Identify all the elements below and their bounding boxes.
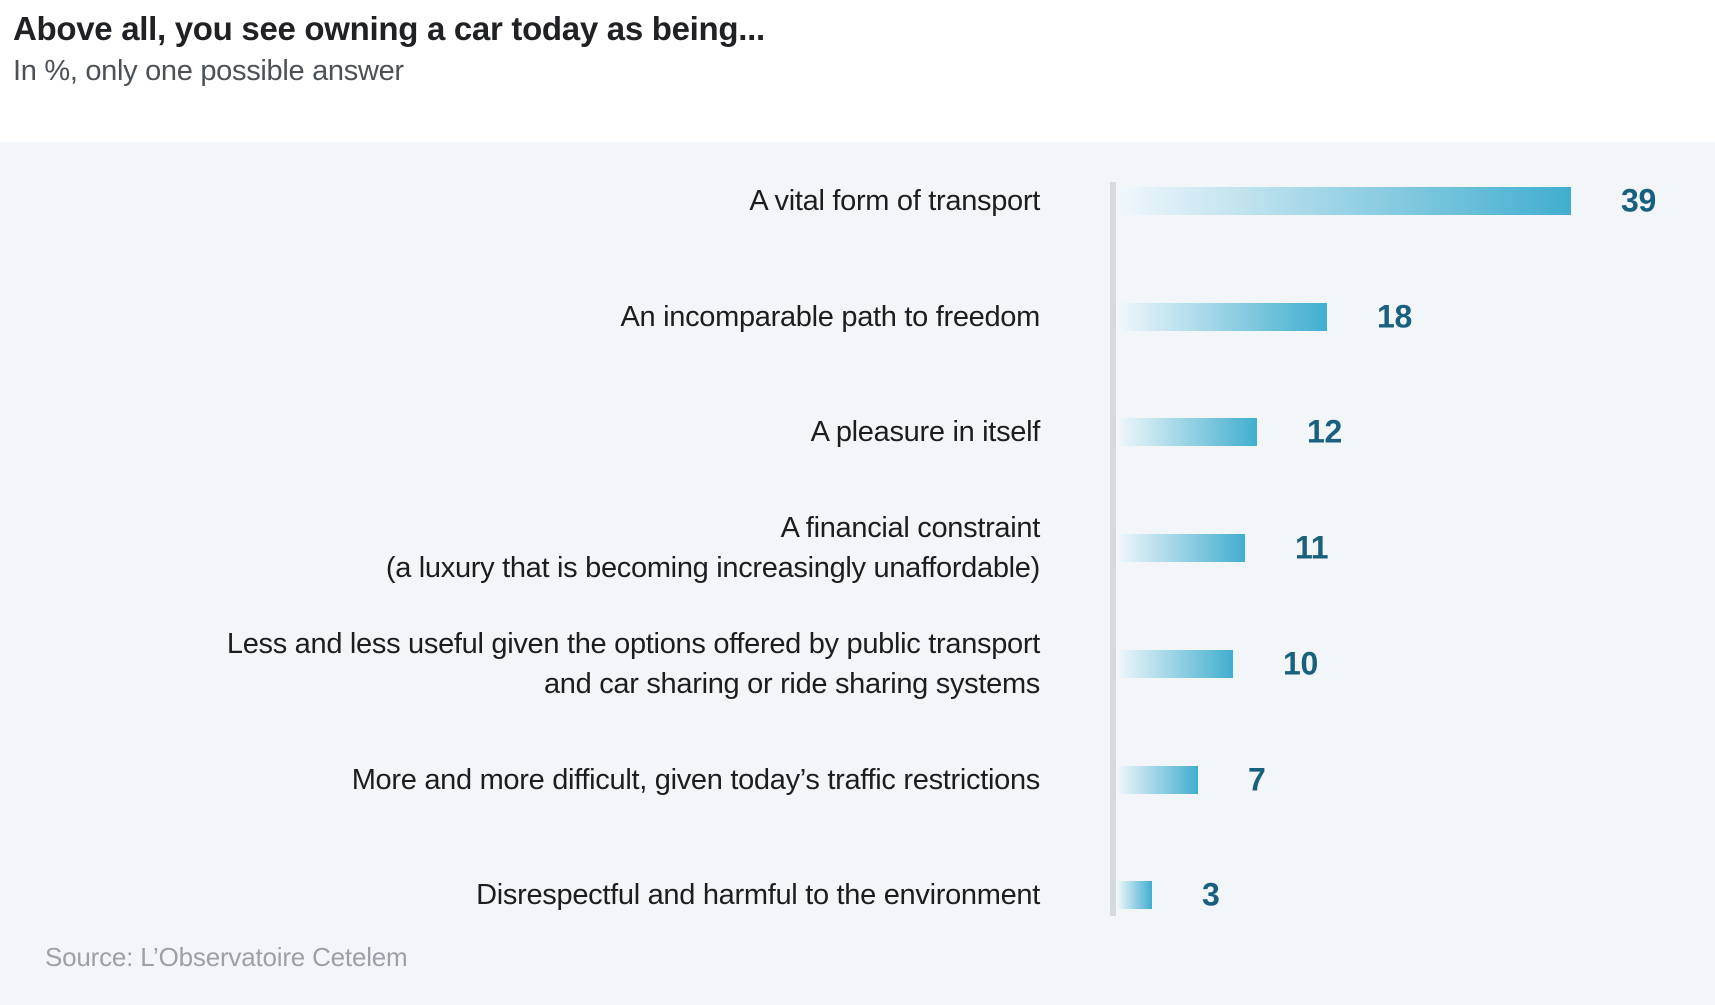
value-label: 10	[1283, 645, 1318, 682]
chart-panel: A vital form of transport 39 An incompar…	[0, 142, 1715, 1005]
category-label: Less and less useful given the options o…	[80, 624, 1040, 704]
chart-subtitle: In %, only one possible answer	[13, 55, 404, 88]
bar	[1117, 534, 1245, 563]
chart-title: Above all, you see owning a car today as…	[13, 10, 765, 47]
category-label-line: and car sharing or ride sharing systems	[543, 667, 1040, 700]
category-label-line: A vital form of transport	[749, 184, 1040, 217]
category-label: Disrespectful and harmful to the environ…	[80, 875, 1040, 915]
source-caption: Source: L’Observatoire Cetelem	[45, 942, 408, 972]
category-label-line: (a luxury that is becoming increasingly …	[385, 552, 1040, 585]
bar	[1117, 765, 1198, 794]
bar	[1117, 302, 1327, 331]
y-axis-baseline	[1110, 182, 1116, 916]
category-label-line: A pleasure in itself	[810, 416, 1041, 449]
category-label-line: A financial constraint	[780, 512, 1041, 545]
category-label-line: Less and less useful given the options o…	[226, 627, 1040, 660]
category-label: More and more difficult, given today’s t…	[80, 759, 1041, 799]
category-label: A financial constraint (a luxury that is …	[80, 508, 1040, 588]
category-label-line: An incomparable path to freedom	[620, 300, 1040, 333]
value-label: 3	[1202, 876, 1220, 913]
value-label: 11	[1295, 529, 1329, 566]
value-label: 39	[1621, 182, 1656, 219]
bar	[1117, 418, 1257, 447]
category-label-line: More and more difficult, given today’s t…	[351, 763, 1041, 796]
category-label-line: Disrespectful and harmful to the environ…	[476, 879, 1040, 912]
value-label: 18	[1377, 298, 1412, 335]
bar	[1117, 649, 1233, 678]
category-label: An incomparable path to freedom	[80, 297, 1040, 337]
category-label: A vital form of transport	[80, 181, 1040, 221]
bar	[1117, 187, 1571, 215]
bar	[1117, 881, 1152, 910]
value-label: 7	[1248, 761, 1266, 797]
category-label: A pleasure in itself	[80, 412, 1041, 452]
value-label: 12	[1307, 413, 1342, 450]
chart-header: Above all, you see owning a car today as…	[13, 8, 765, 88]
